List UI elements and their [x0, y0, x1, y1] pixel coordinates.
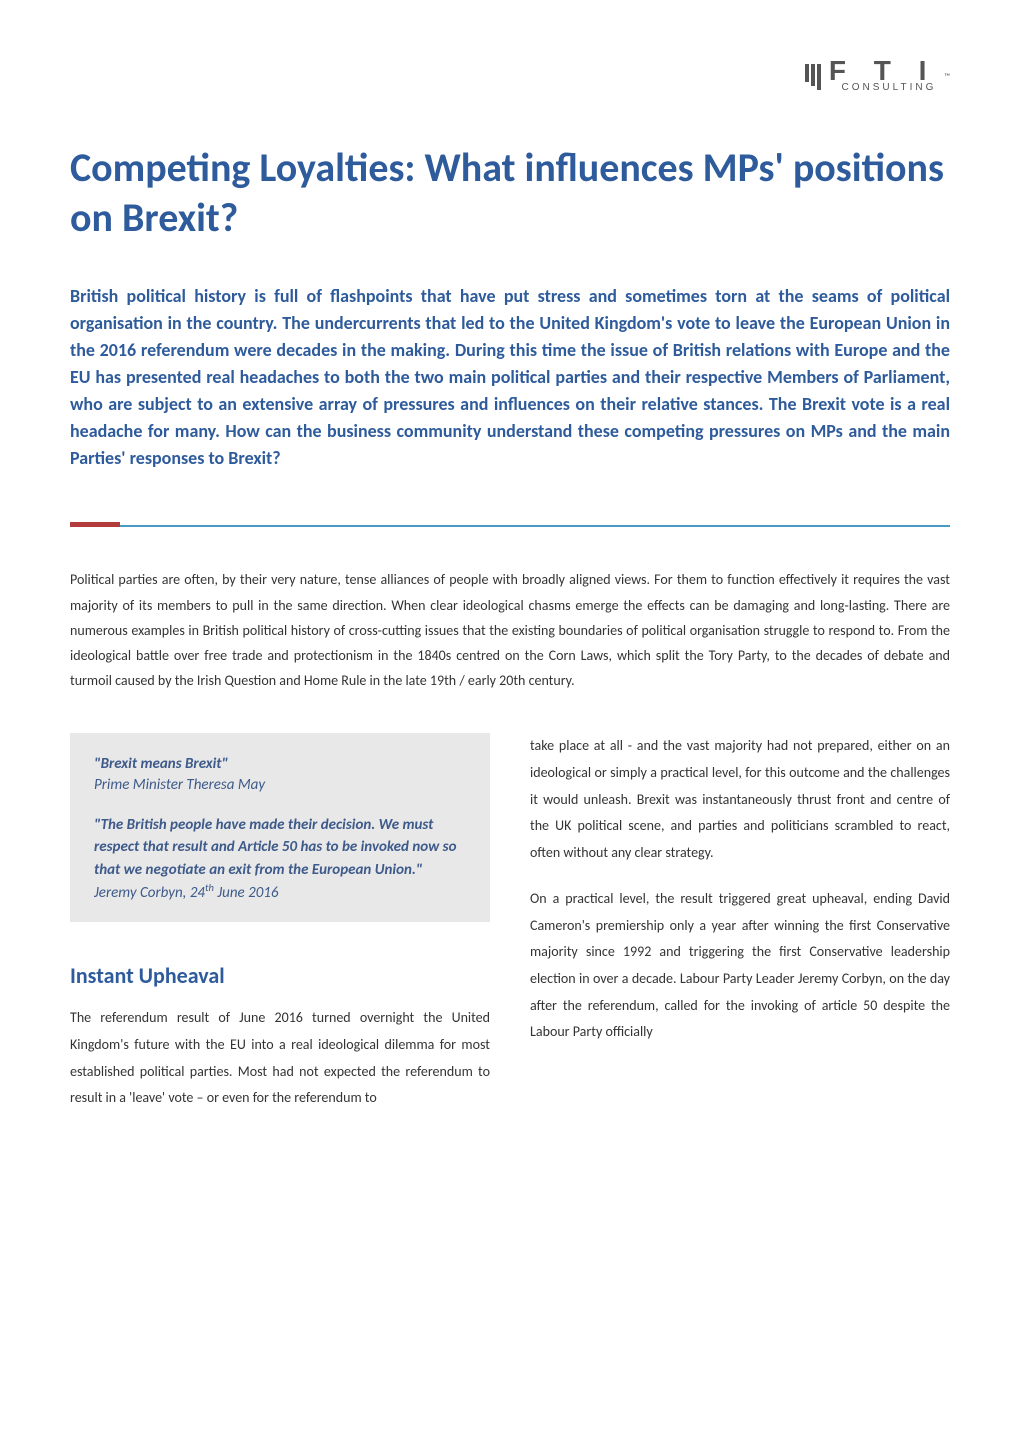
logo-bars-icon [805, 64, 821, 90]
quote-attribution: Prime Minister Theresa May [94, 776, 466, 794]
body-paragraph: On a practical level, the result trigger… [530, 886, 950, 1046]
quote-text: "Brexit means Brexit" [94, 753, 466, 776]
quote-item: "Brexit means Brexit" Prime Minister The… [94, 753, 466, 794]
column-right: take place at all - and the vast majorit… [530, 733, 950, 1131]
body-paragraph: The referendum result of June 2016 turne… [70, 1005, 490, 1111]
quote-item: "The British people have made their deci… [94, 814, 466, 903]
logo-consulting: CONSULTING [829, 82, 937, 93]
column-left: "Brexit means Brexit" Prime Minister The… [70, 733, 490, 1131]
quote-text: "The British people have made their deci… [94, 814, 466, 882]
quote-attribution: Jeremy Corbyn, 24th June 2016 [94, 881, 466, 902]
quote-attr-super: th [205, 881, 214, 894]
divider [70, 522, 950, 527]
logo-ft: F T I [829, 60, 937, 82]
two-column-layout: "Brexit means Brexit" Prime Minister The… [70, 733, 950, 1131]
quote-attr-prefix: Jeremy Corbyn, 24 [94, 884, 205, 902]
logo-container: F T I CONSULTING ™ [70, 60, 950, 93]
intro-paragraph: Political parties are often, by their ve… [70, 567, 950, 693]
logo: F T I CONSULTING ™ [805, 60, 950, 93]
section-heading: Instant Upheaval [70, 962, 490, 989]
page-title: Competing Loyalties: What influences MPs… [70, 143, 950, 243]
logo-text: F T I CONSULTING [829, 60, 937, 93]
quote-box: "Brexit means Brexit" Prime Minister The… [70, 733, 490, 922]
divider-long [70, 525, 950, 527]
trademark-icon: ™ [944, 72, 950, 82]
divider-short [70, 522, 120, 527]
page-subtitle: British political history is full of fla… [70, 283, 950, 472]
body-paragraph: take place at all - and the vast majorit… [530, 733, 950, 866]
quote-attr-suffix: June 2016 [214, 884, 279, 902]
